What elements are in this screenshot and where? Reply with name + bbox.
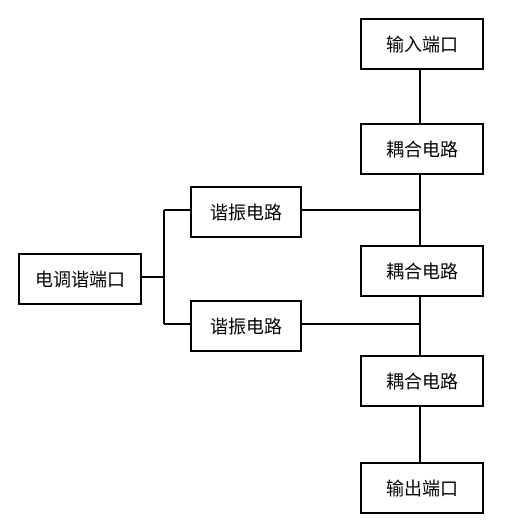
node-resonant-1: 谐振电路 [190, 186, 302, 238]
node-label: 耦合电路 [386, 258, 458, 284]
node-coupling-3: 耦合电路 [360, 355, 484, 407]
node-coupling-1: 耦合电路 [360, 123, 484, 175]
node-label: 电调谐端口 [35, 266, 125, 292]
node-label: 耦合电路 [386, 368, 458, 394]
node-resonant-2: 谐振电路 [190, 300, 302, 352]
node-label: 耦合电路 [386, 136, 458, 162]
node-coupling-2: 耦合电路 [360, 245, 484, 297]
node-label: 输出端口 [386, 475, 458, 501]
node-tuning-port: 电调谐端口 [18, 253, 142, 305]
node-output-port: 输出端口 [360, 462, 484, 514]
node-label: 输入端口 [386, 31, 458, 57]
node-label: 谐振电路 [210, 199, 282, 225]
node-label: 谐振电路 [210, 313, 282, 339]
node-input-port: 输入端口 [360, 18, 484, 70]
